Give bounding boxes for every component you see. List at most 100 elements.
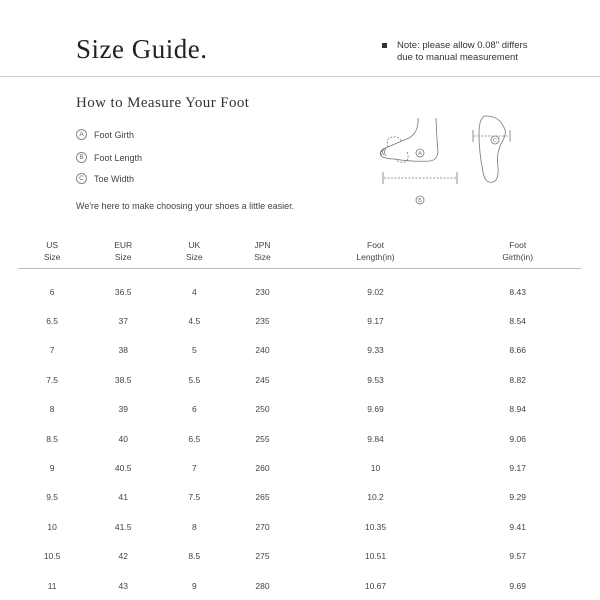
foot-measurement-diagram: A B C [379, 115, 511, 205]
table-cell: 7 [191, 463, 197, 474]
column-header-line: Size [254, 252, 271, 262]
table-cell: 265 [255, 492, 270, 503]
table-cell: 235 [255, 316, 270, 327]
table-cell: 39 [118, 404, 128, 415]
table-cell: 270 [255, 521, 270, 532]
table-cell: 37 [118, 316, 128, 327]
table-cell: 8 [191, 521, 197, 532]
divider [0, 76, 600, 77]
table-cell: 8.94 [509, 404, 526, 415]
legend-item-foot-girth: A Foot Girth [76, 129, 134, 140]
column-header-line: Girth(in) [502, 252, 534, 262]
svg-text:B: B [418, 198, 422, 204]
table-cell: 8 [49, 404, 55, 415]
table-cell: 38 [118, 345, 128, 356]
table-cell: 4 [191, 286, 197, 297]
svg-text:C: C [493, 138, 497, 144]
table-cell: 6 [49, 286, 55, 297]
table-cell: 11 [47, 580, 57, 591]
column-header-line: Foot [509, 240, 527, 250]
table-cell: 10.51 [364, 551, 387, 562]
table-cell: 9.41 [509, 521, 526, 532]
table-cell: 8.43 [509, 286, 526, 297]
table-cell: 7.5 [46, 374, 59, 385]
circled-letter-icon: A [76, 129, 87, 140]
column-header-line: Length(in) [356, 252, 395, 262]
size-chart-table: US Size EUR Size UK Size JPN Size Foot Length(in)… [18, 234, 581, 600]
table-cell: 9.5 [46, 492, 59, 503]
table-cell: 260 [255, 463, 270, 474]
column-header-line: Foot [367, 240, 385, 250]
table-cell: 41 [118, 492, 128, 503]
svg-text:A: A [418, 151, 422, 157]
section-title: How to Measure Your Foot [76, 95, 250, 111]
table-cell: 240 [255, 345, 270, 356]
table-cell: 38.5 [114, 374, 132, 385]
table-cell: 255 [255, 433, 270, 444]
table-cell: 9.69 [509, 580, 526, 591]
table-cell: 9.17 [509, 463, 526, 474]
table-cell: 250 [255, 404, 270, 415]
column-header: Foot Length(in) [297, 234, 455, 269]
table-cell: 10.5 [43, 551, 61, 562]
table-cell: 6 [191, 404, 197, 415]
table-cell: 10 [370, 463, 381, 474]
table-cell: 245 [255, 374, 270, 385]
circled-letter-icon: C [76, 173, 87, 184]
table-cell: 5.5 [188, 374, 201, 385]
table-row: 8 39 6 250 9.69 8.94 [18, 395, 581, 424]
circled-letter-icon: B [76, 152, 87, 163]
table-cell: 43 [118, 580, 128, 591]
column-header-line: Size [186, 252, 203, 262]
table-cell: 10.2 [367, 492, 384, 503]
table-cell: 4.5 [188, 316, 201, 327]
table-cell: 9 [191, 580, 197, 591]
measurement-note: Note: please allow 0.08" differs due to … [382, 40, 527, 64]
table-cell: 9.29 [509, 492, 526, 503]
sole-foot-icon [478, 115, 506, 183]
table-row: 8.5 40 6.5 255 9.84 9.06 [18, 424, 581, 453]
table-cell: 9.02 [367, 286, 384, 297]
table-row: 7.5 38.5 5.5 245 9.53 8.82 [18, 365, 581, 394]
table-cell: 9.84 [367, 433, 384, 444]
table-cell: 280 [255, 580, 270, 591]
table-cell: 10 [47, 521, 57, 532]
table-row: 10.5 42 8.5 275 10.51 9.57 [18, 542, 581, 571]
table-cell: 9.17 [367, 316, 384, 327]
table-row: 7 38 5 240 9.33 8.66 [18, 336, 581, 365]
column-header-line: Size [43, 252, 61, 262]
side-foot-icon [379, 117, 439, 162]
table-cell: 36.5 [114, 286, 132, 297]
page-title: Size Guide. [76, 34, 208, 64]
column-header: Foot Girth(in) [454, 234, 581, 269]
column-header-line: Size [114, 252, 132, 262]
table-cell: 275 [255, 551, 270, 562]
table-row: 6 36.5 4 230 9.02 8.43 [18, 269, 581, 307]
table-cell: 42 [118, 551, 128, 562]
tagline: We're here to make choosing your shoes a… [76, 201, 295, 211]
column-header: EUR Size [86, 234, 160, 269]
table-cell: 40 [118, 433, 128, 444]
table-cell: 41.5 [114, 521, 132, 532]
column-header: JPN Size [228, 234, 296, 269]
table-cell: 8.82 [509, 374, 526, 385]
table-row: 9.5 41 7.5 265 10.2 9.29 [18, 483, 581, 512]
legend-item-foot-length: B Foot Length [76, 152, 142, 163]
table-cell: 7 [49, 345, 55, 356]
table-cell: 7.5 [188, 492, 201, 503]
column-header: UK Size [160, 234, 228, 269]
table-cell: 10.67 [364, 580, 387, 591]
column-header-line: US [46, 240, 58, 250]
bullet-icon [382, 43, 387, 48]
table-cell: 5 [191, 345, 197, 356]
table-cell: 10.35 [364, 521, 387, 532]
table-cell: 9.33 [367, 345, 384, 356]
column-header: US Size [18, 234, 86, 269]
table-cell: 40.5 [114, 463, 132, 474]
table-row: 11 43 9 280 10.67 9.69 [18, 571, 581, 600]
table-cell: 9.06 [509, 433, 526, 444]
table-cell: 9.57 [509, 551, 526, 562]
table-cell: 8.66 [509, 345, 526, 356]
column-header-line: EUR [114, 240, 133, 250]
table-cell: 8.5 [188, 551, 201, 562]
